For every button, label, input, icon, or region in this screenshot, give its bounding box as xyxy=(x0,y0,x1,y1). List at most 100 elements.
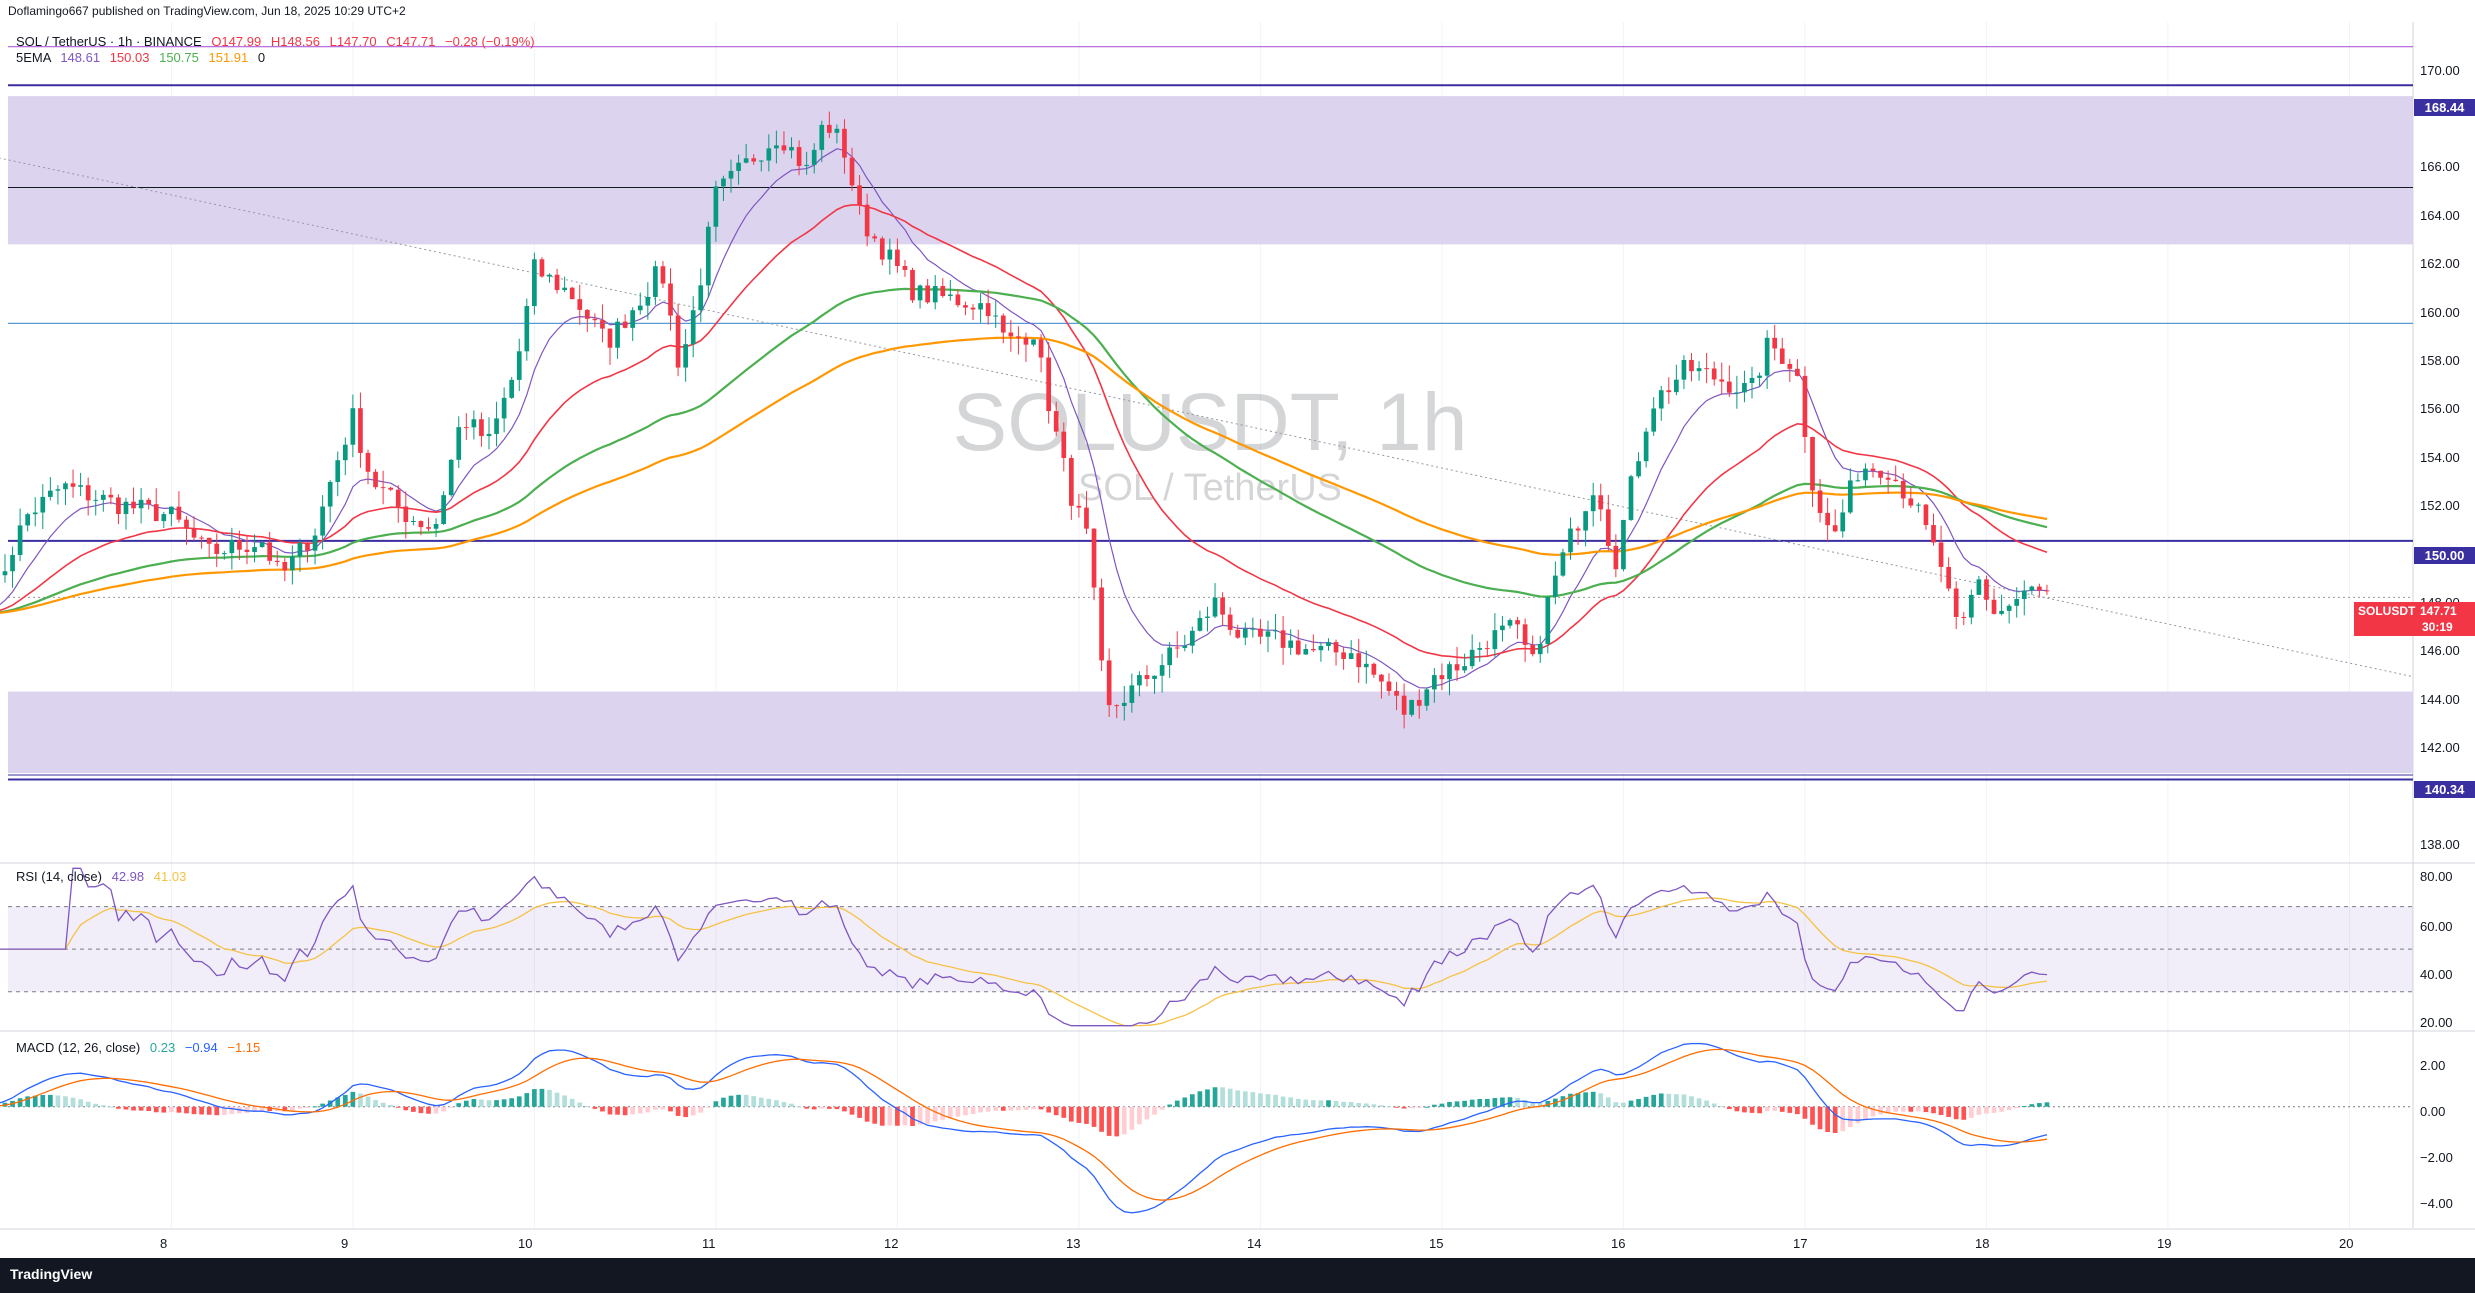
macd-hist-bar xyxy=(1847,1106,1853,1127)
ema-legend-row: 5EMA 148.61 150.03 150.75 151.91 0 xyxy=(16,50,265,65)
macd-hist-bar xyxy=(1991,1106,1997,1113)
candle-body xyxy=(93,499,99,501)
candle-body xyxy=(418,520,424,528)
candle-body xyxy=(1749,377,1755,384)
candle-body xyxy=(297,542,303,557)
macd-hist-bar xyxy=(668,1106,673,1112)
candle-body xyxy=(1363,663,1369,668)
candle-body xyxy=(1658,390,1664,409)
macd-hist-bar xyxy=(1885,1106,1891,1113)
macd-hist-bar xyxy=(1174,1100,1180,1107)
candle-body xyxy=(411,520,416,523)
candle-body xyxy=(1764,337,1770,376)
candle-body xyxy=(1016,336,1021,338)
candle-body xyxy=(1583,511,1588,531)
candle-body xyxy=(1068,457,1074,506)
candle-body xyxy=(259,542,265,548)
candle-body xyxy=(17,525,23,555)
candle-body xyxy=(645,296,651,306)
candle-body xyxy=(842,128,847,158)
candle-body xyxy=(1575,528,1581,531)
candle-body xyxy=(1129,685,1135,703)
macd-hist-bar xyxy=(1038,1106,1044,1110)
candle-body xyxy=(131,501,136,509)
macd-hist-bar xyxy=(1401,1106,1407,1109)
macd-hist-bar xyxy=(630,1106,636,1115)
candle-body xyxy=(221,553,227,555)
macd-hist-bar xyxy=(1099,1106,1104,1132)
macd-hist-bar xyxy=(426,1106,431,1114)
macd-hist-bar xyxy=(93,1103,99,1107)
candle-body xyxy=(1469,649,1475,667)
macd-hist-bar xyxy=(1984,1106,1989,1114)
tradingview-logo[interactable]: TradingView xyxy=(10,1266,93,1282)
candle-body xyxy=(940,286,946,297)
candle-body xyxy=(910,269,915,301)
candle-body xyxy=(1810,436,1815,491)
macd-hist-bar xyxy=(1046,1106,1051,1113)
macd-hist-bar xyxy=(1363,1103,1369,1107)
macd-hist-bar xyxy=(229,1106,235,1114)
candle-body xyxy=(327,481,333,507)
rsi-label: RSI (14, close) xyxy=(16,869,102,884)
macd-hist-bar xyxy=(1311,1100,1316,1107)
macd-hist-bar xyxy=(1530,1102,1536,1107)
macd-hist-bar xyxy=(985,1106,991,1112)
macd-hist-bar xyxy=(1356,1103,1362,1107)
candle-body xyxy=(1091,528,1097,588)
candle-body xyxy=(690,310,696,345)
candle-body xyxy=(1885,477,1891,480)
macd-hist-bar xyxy=(660,1106,666,1110)
time-tick: 18 xyxy=(1975,1236,1990,1251)
rsi-ma-line xyxy=(0,897,2048,1027)
macd-hist-bar xyxy=(1121,1106,1127,1135)
candle-body xyxy=(116,497,121,515)
candle-body xyxy=(1976,579,1982,595)
macd-hist-bar xyxy=(1212,1087,1218,1107)
candle-body xyxy=(1432,675,1437,690)
macd-hist-bar xyxy=(282,1106,288,1112)
candle-body xyxy=(40,496,46,513)
candle-body xyxy=(463,427,469,429)
candle-body xyxy=(955,294,961,306)
macd-hist-bar xyxy=(819,1106,825,1109)
candle-body xyxy=(516,351,522,380)
candle-body xyxy=(1681,359,1687,380)
candle-body xyxy=(1227,614,1233,630)
macd-hist-bar xyxy=(895,1106,900,1126)
macd-hist-bar xyxy=(1318,1100,1324,1107)
candle-body xyxy=(1931,525,1936,543)
candle-body xyxy=(1492,630,1498,650)
candle-body xyxy=(1840,512,1846,532)
legend-symbol[interactable]: SOL / TetherUS · 1h · BINANCE xyxy=(16,34,202,49)
candle-body xyxy=(486,433,492,437)
candle-body xyxy=(237,540,242,550)
macd-hist-bar xyxy=(1893,1106,1899,1112)
candle-body xyxy=(2044,590,2050,592)
candle-body xyxy=(1348,653,1354,659)
price-tick: 154.00 xyxy=(2420,450,2460,465)
price-tick: 164.00 xyxy=(2420,208,2460,223)
macd-legend[interactable]: MACD (12, 26, close) 0.23 −0.94 −1.15 xyxy=(16,1040,260,1055)
candle-body xyxy=(1621,519,1626,570)
candle-body xyxy=(600,320,605,329)
candle-body xyxy=(1704,368,1709,370)
macd-hist-bar xyxy=(244,1106,250,1113)
support-zone xyxy=(8,691,2413,774)
macd-hist-bar xyxy=(569,1098,575,1107)
rsi-legend[interactable]: RSI (14, close) 42.98 41.03 xyxy=(16,869,186,884)
macd-hist-bar xyxy=(373,1100,378,1107)
macd-hist-bar xyxy=(1061,1106,1067,1118)
ema-legend-label[interactable]: 5EMA xyxy=(16,50,51,65)
time-tick: 20 xyxy=(2339,1236,2354,1251)
candle-body xyxy=(1484,648,1490,650)
time-tick: 10 xyxy=(518,1236,533,1251)
candle-body xyxy=(1212,597,1218,617)
resistance-zone xyxy=(8,96,2413,245)
candle-body xyxy=(2029,586,2035,591)
macd-hist-bar xyxy=(1802,1106,1808,1119)
time-tick: 16 xyxy=(1611,1236,1626,1251)
macd-hist-bar xyxy=(1946,1106,1951,1117)
candle-body xyxy=(25,514,31,526)
